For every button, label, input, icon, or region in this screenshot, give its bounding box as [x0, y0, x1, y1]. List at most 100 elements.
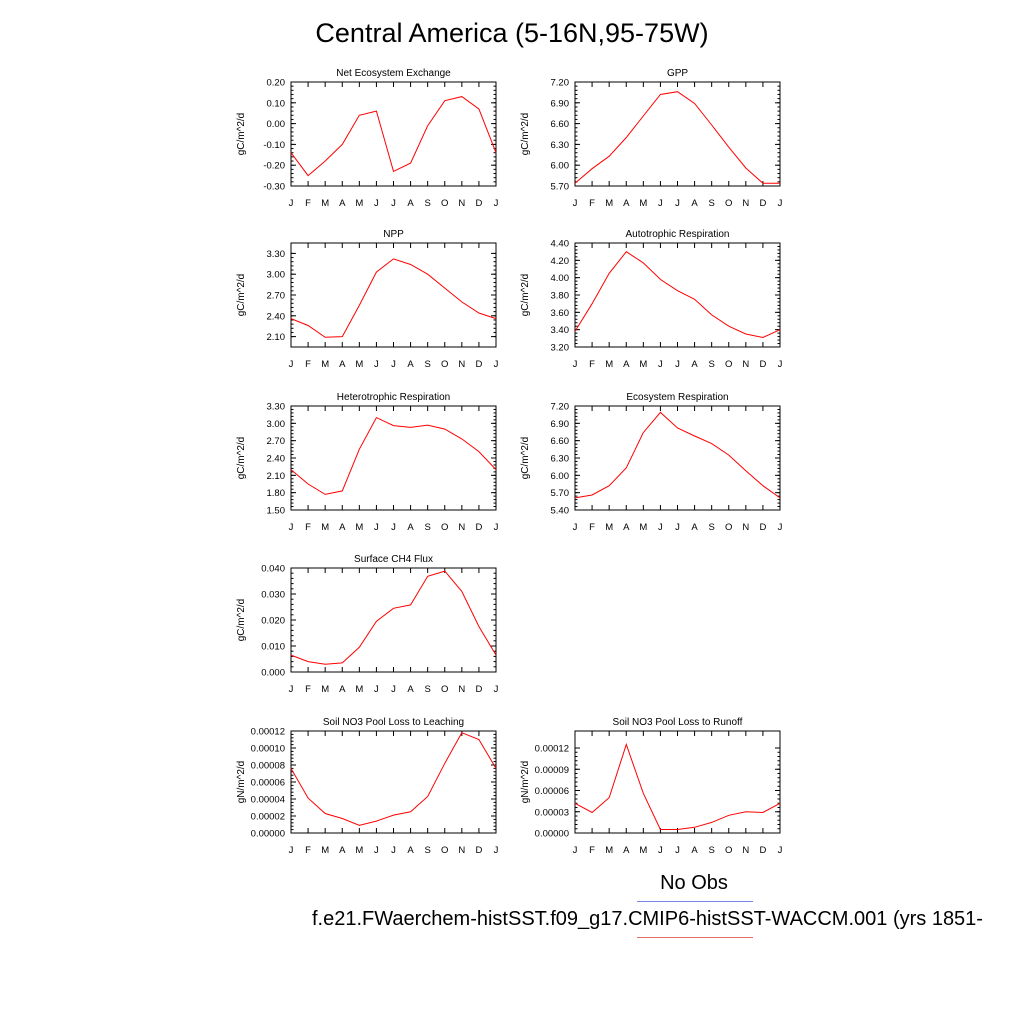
x-tick-label: D	[475, 198, 482, 209]
x-tick-label: M	[355, 198, 363, 209]
y-tick-label: -0.10	[263, 140, 285, 151]
x-tick-label: N	[458, 845, 465, 856]
series-line	[290, 416, 497, 495]
plot-frame	[574, 405, 781, 511]
x-tick-label: M	[639, 359, 647, 370]
page-title: Central America (5-16N,95-75W)	[315, 18, 709, 48]
x-tick-label: J	[289, 522, 294, 533]
x-tick-label: M	[639, 198, 647, 209]
x-tick-label: M	[639, 522, 647, 533]
chart-title: Heterotrophic Respiration	[337, 392, 450, 403]
x-tick-label: A	[339, 359, 346, 370]
chart-title: Surface CH4 Flux	[354, 554, 433, 565]
x-tick-label: A	[691, 845, 698, 856]
y-tick-label: 3.80	[551, 291, 570, 302]
y-tick-label: -0.30	[263, 182, 285, 193]
x-tick-label: A	[623, 359, 630, 370]
y-tick-label: 6.90	[551, 419, 570, 430]
x-tick-label: S	[424, 359, 430, 370]
x-tick-label: A	[623, 522, 630, 533]
x-tick-label: S	[424, 684, 430, 695]
y-axis-label: gC/m^2/d	[236, 437, 247, 480]
series-line	[574, 742, 781, 830]
x-tick-label: D	[475, 684, 482, 695]
x-tick-label: F	[589, 198, 595, 209]
y-tick-label: 0.00006	[535, 786, 569, 797]
x-tick-label: M	[355, 522, 363, 533]
plot-frame	[290, 567, 497, 673]
x-tick-label: M	[605, 522, 613, 533]
x-tick-label: O	[441, 359, 448, 370]
x-tick-label: J	[494, 198, 499, 209]
x-tick-label: F	[589, 845, 595, 856]
y-tick-label: 0.040	[261, 564, 285, 575]
y-axis-label: gN/m^2/d	[520, 761, 531, 804]
series-line	[574, 251, 781, 339]
x-tick-label: O	[441, 522, 448, 533]
x-tick-label: D	[759, 522, 766, 533]
x-tick-label: M	[321, 684, 329, 695]
y-tick-label: 0.00012	[251, 727, 285, 738]
y-axis-label: gN/m^2/d	[236, 761, 247, 804]
chart-title: Soil NO3 Pool Loss to Leaching	[323, 717, 464, 728]
x-tick-label: A	[407, 845, 414, 856]
x-tick-label: F	[305, 845, 311, 856]
y-tick-label: 5.70	[551, 488, 570, 499]
y-axis-label: gC/m^2/d	[520, 274, 531, 317]
x-tick-label: S	[708, 359, 714, 370]
x-tick-label: J	[573, 522, 578, 533]
x-tick-label: F	[305, 359, 311, 370]
y-tick-label: 6.90	[551, 98, 570, 109]
y-tick-label: 4.20	[551, 256, 570, 267]
y-tick-label: 0.00009	[535, 765, 569, 776]
chart-panel: Soil NO3 Pool Loss to Leaching gN/m^2/d 0.…	[236, 717, 499, 856]
x-tick-label: J	[374, 684, 379, 695]
x-tick-label: D	[475, 359, 482, 370]
x-tick-label: O	[725, 845, 732, 856]
x-tick-label: N	[742, 845, 749, 856]
chart-title: Net Ecosystem Exchange	[336, 68, 451, 79]
y-tick-label: 0.00012	[535, 744, 569, 755]
y-tick-label: 2.70	[267, 291, 286, 302]
y-tick-label: 6.30	[551, 454, 570, 465]
y-tick-label: 6.00	[551, 471, 570, 482]
y-tick-label: 0.010	[261, 642, 285, 653]
y-tick-label: 4.40	[551, 239, 570, 250]
series-line	[290, 732, 497, 826]
x-tick-label: M	[605, 845, 613, 856]
x-tick-label: J	[391, 359, 396, 370]
x-tick-label: A	[623, 845, 630, 856]
y-tick-label: 2.40	[267, 454, 286, 465]
x-tick-label: M	[321, 845, 329, 856]
x-tick-label: J	[778, 522, 783, 533]
x-tick-label: J	[374, 198, 379, 209]
chart-title: Ecosystem Respiration	[626, 392, 728, 403]
y-tick-label: 3.30	[267, 249, 286, 260]
y-tick-label: 2.70	[267, 436, 286, 447]
x-tick-label: F	[589, 522, 595, 533]
y-tick-label: 6.30	[551, 140, 570, 151]
x-tick-label: O	[725, 198, 732, 209]
x-tick-label: J	[658, 359, 663, 370]
x-tick-label: A	[691, 359, 698, 370]
x-tick-label: N	[458, 684, 465, 695]
x-tick-label: M	[321, 198, 329, 209]
x-tick-label: O	[441, 684, 448, 695]
y-tick-label: -0.20	[263, 161, 285, 172]
x-tick-label: J	[391, 684, 396, 695]
series-line	[290, 258, 497, 338]
y-tick-label: 0.000	[261, 668, 285, 679]
x-tick-label: O	[441, 198, 448, 209]
x-tick-label: D	[759, 198, 766, 209]
legend-obs-line	[637, 901, 753, 902]
y-tick-label: 0.020	[261, 616, 285, 627]
x-tick-label: J	[494, 359, 499, 370]
x-tick-label: J	[374, 359, 379, 370]
x-tick-label: F	[305, 198, 311, 209]
x-tick-label: J	[675, 522, 680, 533]
x-tick-label: S	[424, 522, 430, 533]
chart-panel: Net Ecosystem Exchange gC/m^2/d -0.30 -0.20…	[236, 68, 499, 209]
